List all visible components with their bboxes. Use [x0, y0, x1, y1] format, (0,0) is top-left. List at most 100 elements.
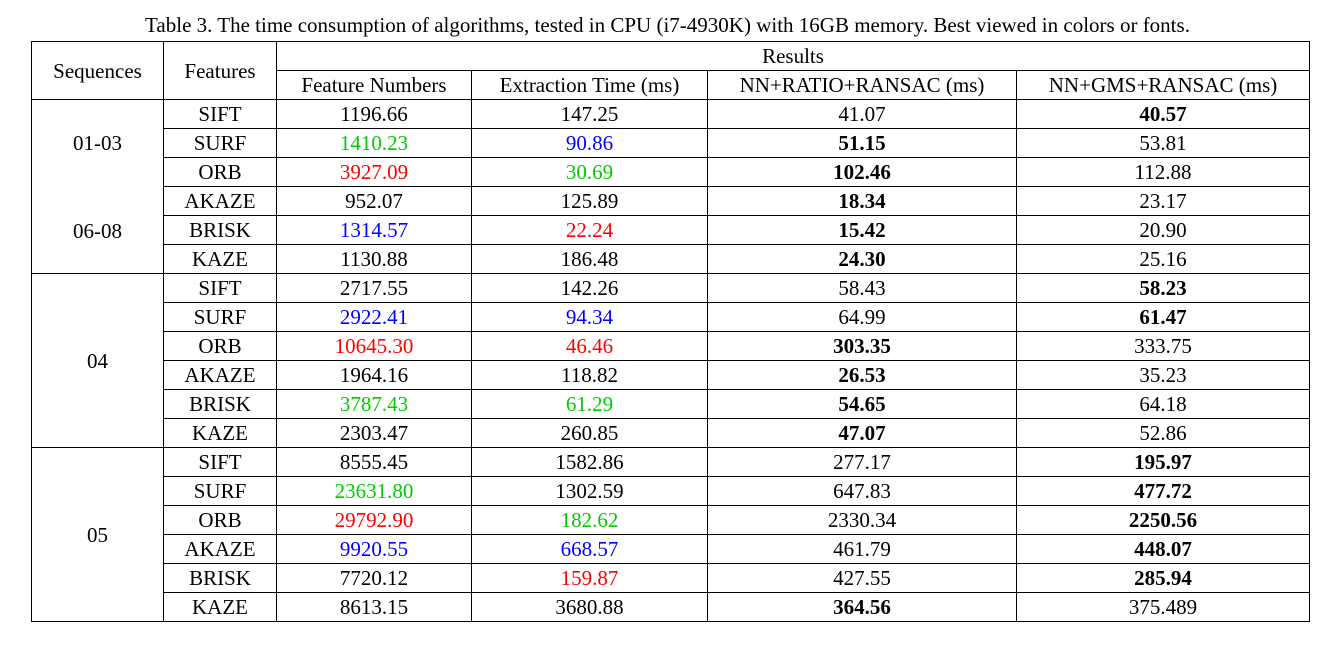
table-caption: Table 3. The time consumption of algorit…: [145, 13, 1190, 37]
table-row: KAZE 8613.15 3680.88 364.56 375.489: [32, 592, 1310, 622]
nn-ratio-ransac-cell: 364.56: [707, 592, 1017, 622]
nn-gms-ransac-cell: 58.23: [1016, 273, 1310, 303]
nn-gms-ransac-cell: 285.94: [1016, 563, 1310, 593]
nn-ratio-ransac-cell: 41.07: [707, 99, 1017, 129]
feature-numbers-cell: 2717.55: [276, 273, 472, 303]
feature-name-cell: ORB: [163, 157, 277, 187]
nn-ratio-ransac-cell: 51.15: [707, 128, 1017, 158]
extraction-time-cell: 142.26: [471, 273, 708, 303]
nn-ratio-ransac-cell: 303.35: [707, 331, 1017, 361]
sequence-cell: 04: [31, 273, 164, 448]
nn-gms-ransac-cell: 64.18: [1016, 389, 1310, 419]
table-row: 01-03 06-08 SIFT 1196.66 147.25 41.07 40.57: [31, 99, 1310, 274]
extraction-time-cell: 118.82: [471, 360, 708, 390]
table-row: AKAZE 1964.16 118.82 26.53 35.23: [32, 360, 1310, 390]
nn-ratio-ransac-cell: 24.30: [707, 244, 1017, 274]
feature-numbers-cell: 1196.66: [276, 99, 472, 129]
feature-name-cell: KAZE: [163, 418, 277, 448]
nn-gms-ransac-cell: 477.72: [1016, 476, 1310, 506]
feature-name-cell: BRISK: [163, 389, 277, 419]
sequence-label: 04: [87, 348, 108, 373]
header-nn-ratio-ransac: NN+RATIO+RANSAC (ms): [707, 70, 1017, 100]
feature-numbers-cell: 1964.16: [276, 360, 472, 390]
nn-gms-ransac-cell: 25.16: [1016, 244, 1310, 274]
table-row: AKAZE 9920.55 668.57 461.79 448.07: [32, 534, 1310, 564]
extraction-time-cell: 125.89: [471, 186, 708, 216]
table-row: 05 SIFT 8555.45 1582.86 277.17 195.97: [31, 447, 1310, 622]
feature-numbers-cell: 1314.57: [276, 215, 472, 245]
nn-gms-ransac-cell: 52.86: [1016, 418, 1310, 448]
feature-numbers-cell: 1410.23: [276, 128, 472, 158]
sequence-label: 05: [87, 522, 108, 547]
extraction-time-cell: 3680.88: [471, 592, 708, 622]
nn-gms-ransac-cell: 195.97: [1016, 447, 1310, 477]
table-row: KAZE 2303.47 260.85 47.07 52.86: [32, 418, 1310, 448]
feature-numbers-cell: 1130.88: [276, 244, 472, 274]
header-extraction-time: Extraction Time (ms): [471, 70, 708, 100]
nn-ratio-ransac-cell: 427.55: [707, 563, 1017, 593]
nn-ratio-ransac-cell: 461.79: [707, 534, 1017, 564]
table-row: 04 SIFT 2717.55 142.26 58.43 58.23: [31, 273, 1310, 448]
table-row: ORB 10645.30 46.46 303.35 333.75: [32, 331, 1310, 361]
feature-numbers-cell: 2303.47: [276, 418, 472, 448]
extraction-time-cell: 94.34: [471, 302, 708, 332]
feature-numbers-cell: 3787.43: [276, 389, 472, 419]
sequence-label: 01-03: [73, 130, 122, 155]
extraction-time-cell: 159.87: [471, 563, 708, 593]
feature-numbers-cell: 29792.90: [276, 505, 472, 535]
table-row: SURF 1410.23 90.86 51.15 53.81: [32, 128, 1310, 158]
feature-name-cell: SURF: [163, 476, 277, 506]
extraction-time-cell: 182.62: [471, 505, 708, 535]
extraction-time-cell: 1302.59: [471, 476, 708, 506]
nn-gms-ransac-cell: 2250.56: [1016, 505, 1310, 535]
feature-name-cell: SURF: [163, 302, 277, 332]
nn-ratio-ransac-cell: 102.46: [707, 157, 1017, 187]
feature-name-cell: BRISK: [163, 563, 277, 593]
feature-numbers-cell: 3927.09: [276, 157, 472, 187]
extraction-time-cell: 46.46: [471, 331, 708, 361]
extraction-time-cell: 1582.86: [471, 447, 708, 477]
nn-gms-ransac-cell: 53.81: [1016, 128, 1310, 158]
nn-gms-ransac-cell: 35.23: [1016, 360, 1310, 390]
header-features: Features: [163, 41, 277, 100]
feature-numbers-cell: 23631.80: [276, 476, 472, 506]
nn-gms-ransac-cell: 333.75: [1016, 331, 1310, 361]
header-feature-numbers: Feature Numbers: [276, 70, 472, 100]
feature-name-cell: AKAZE: [163, 534, 277, 564]
extraction-time-cell: 260.85: [471, 418, 708, 448]
header-row-top: Sequences Features Results: [31, 41, 1310, 100]
feature-name-cell: SIFT: [163, 447, 277, 477]
nn-gms-ransac-cell: 375.489: [1016, 592, 1310, 622]
table-row: ORB 29792.90 182.62 2330.34 2250.56: [32, 505, 1310, 535]
nn-ratio-ransac-cell: 54.65: [707, 389, 1017, 419]
feature-name-cell: ORB: [163, 331, 277, 361]
feature-name-cell: AKAZE: [163, 360, 277, 390]
nn-ratio-ransac-cell: 64.99: [707, 302, 1017, 332]
feature-numbers-cell: 10645.30: [276, 331, 472, 361]
nn-gms-ransac-cell: 61.47: [1016, 302, 1310, 332]
nn-gms-ransac-cell: 23.17: [1016, 186, 1310, 216]
feature-numbers-cell: 9920.55: [276, 534, 472, 564]
sequence-gap: [32, 157, 163, 217]
nn-ratio-ransac-cell: 277.17: [707, 447, 1017, 477]
table-row: BRISK 1314.57 22.24 15.42 20.90: [32, 215, 1310, 245]
nn-ratio-ransac-cell: 26.53: [707, 360, 1017, 390]
nn-ratio-ransac-cell: 58.43: [707, 273, 1017, 303]
nn-gms-ransac-cell: 112.88: [1016, 157, 1310, 187]
extraction-time-cell: 30.69: [471, 157, 708, 187]
feature-numbers-cell: 7720.12: [276, 563, 472, 593]
header-results: Results: [276, 41, 1310, 71]
table-row: BRISK 7720.12 159.87 427.55 285.94: [32, 563, 1310, 593]
sequence-label: 06-08: [73, 218, 122, 243]
table-body: 01-03 06-08 SIFT 1196.66 147.25 41.07 40.57 SUR…: [31, 99, 1310, 622]
feature-numbers-cell: 8555.45: [276, 447, 472, 477]
nn-ratio-ransac-cell: 15.42: [707, 215, 1017, 245]
feature-name-cell: KAZE: [163, 244, 277, 274]
feature-numbers-cell: 952.07: [276, 186, 472, 216]
extraction-time-cell: 22.24: [471, 215, 708, 245]
header-sequences: Sequences: [31, 41, 164, 100]
nn-ratio-ransac-cell: 47.07: [707, 418, 1017, 448]
table-row: AKAZE 952.07 125.89 18.34 23.17: [32, 186, 1310, 216]
sequence-cell: 01-03 06-08: [31, 99, 164, 274]
nn-gms-ransac-cell: 40.57: [1016, 99, 1310, 129]
